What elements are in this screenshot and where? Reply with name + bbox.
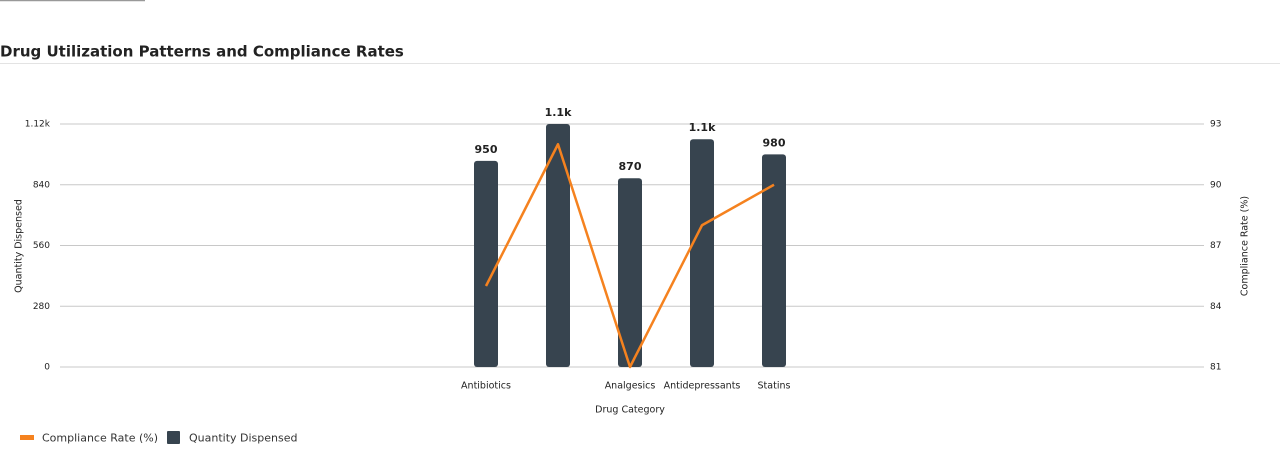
- bar: [762, 154, 786, 367]
- y-axis-title: Quantity Dispensed: [14, 199, 25, 293]
- value-label: 1.1k: [545, 106, 572, 119]
- value-label: 870: [619, 160, 642, 173]
- y-tick-label: 840: [33, 180, 50, 190]
- legend-swatch: [167, 431, 180, 444]
- y2-tick-label: 87: [1210, 241, 1221, 251]
- x-tick-label: Statins: [758, 381, 791, 392]
- y2-tick-label: 81: [1210, 363, 1221, 373]
- y-tick-label: 1.12k: [25, 120, 51, 130]
- value-label: 1.1k: [689, 121, 716, 134]
- legend-label: Compliance Rate (%): [42, 432, 158, 445]
- value-label: 950: [475, 143, 498, 156]
- x-tick-label: Analgesics: [605, 381, 656, 392]
- line: [484, 143, 775, 369]
- legend-label: Quantity Dispensed: [189, 432, 298, 445]
- legend-swatch: [20, 435, 34, 440]
- y2-axis-title: Compliance Rate (%): [1240, 196, 1251, 296]
- x-tick-label: Antidepressants: [664, 381, 741, 392]
- x-tick-label: Antibiotics: [461, 381, 511, 392]
- x-axis-title: Drug Category: [595, 405, 665, 416]
- bar: [618, 178, 642, 367]
- y-tick-label: 560: [33, 241, 50, 251]
- y-tick-label: 280: [33, 302, 50, 312]
- bar: [474, 160, 498, 367]
- bar: [546, 124, 570, 367]
- bar: [690, 139, 714, 367]
- chart-title: Drug Utilization Patterns and Compliance…: [0, 43, 404, 61]
- y2-tick-label: 93: [1210, 120, 1221, 130]
- y2-tick-label: 84: [1210, 302, 1222, 312]
- y-tick-label: 0: [44, 363, 50, 373]
- y2-tick-label: 90: [1210, 180, 1222, 190]
- value-label: 980: [763, 136, 786, 149]
